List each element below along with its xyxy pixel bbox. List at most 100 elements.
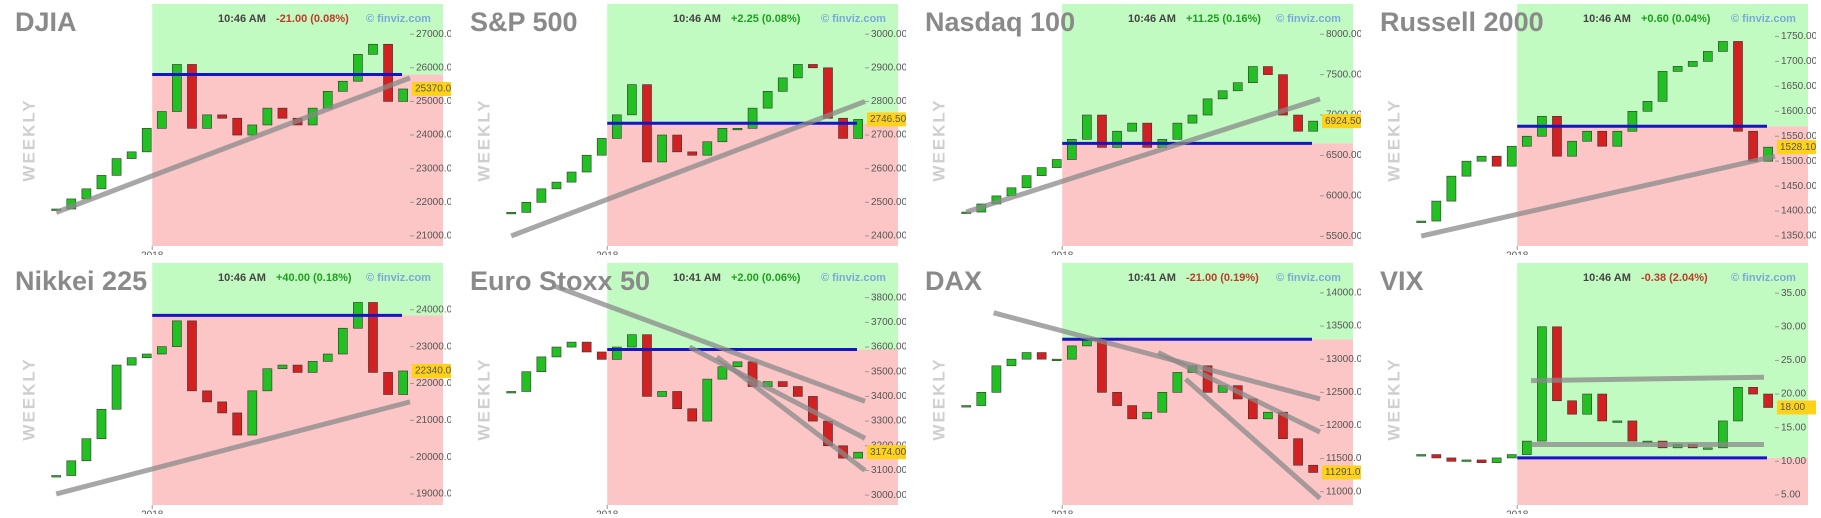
candle — [702, 141, 713, 156]
title: Nasdaq 100 — [925, 7, 1075, 37]
y-tick-label: 21000.0 — [416, 415, 453, 426]
candle — [627, 84, 637, 116]
y-tick-label: 22000.0 — [416, 197, 453, 208]
candle — [172, 320, 182, 347]
y-tick-label: 1600.00 — [1781, 106, 1818, 117]
candle — [1097, 114, 1107, 148]
candle — [1552, 115, 1562, 157]
candle — [976, 392, 987, 406]
y-tick-label: 24000.0 — [416, 130, 453, 141]
price-badge — [412, 363, 451, 378]
y-tick-label: 1650.00 — [1781, 81, 1818, 92]
candle — [536, 356, 547, 373]
y-tick-label: 3700.00 — [871, 317, 908, 328]
candle — [611, 346, 622, 360]
source: © finviz.com — [1276, 272, 1341, 284]
price-badge — [1777, 140, 1816, 155]
candle — [1112, 130, 1122, 148]
y-tick-label: 15.00 — [1781, 422, 1806, 433]
y-tick-label: 1350.00 — [1781, 231, 1818, 242]
candle — [1172, 122, 1183, 140]
y-tick-label: 1400.00 — [1781, 206, 1818, 217]
trend-line — [551, 282, 866, 404]
bullish-zone — [1062, 263, 1353, 340]
chart-label: WEEKLY — [474, 98, 493, 181]
change: -0.38 (2.04%) — [1641, 272, 1708, 284]
candle — [1567, 400, 1577, 415]
title: DJIA — [15, 7, 77, 37]
bearish-zone — [152, 315, 443, 505]
candle — [1748, 130, 1758, 162]
candle — [853, 119, 863, 139]
candle — [1627, 420, 1638, 442]
candle — [1127, 122, 1137, 132]
y-tick-label: 3500.00 — [871, 366, 908, 377]
candle — [1521, 135, 1532, 147]
candle — [1187, 114, 1198, 124]
candle — [1278, 74, 1288, 116]
y-tick-label: 1750.00 — [1781, 31, 1818, 42]
y-tick-label: 3400.00 — [871, 391, 908, 402]
candle — [1097, 338, 1107, 393]
candle — [1582, 130, 1592, 142]
candle — [398, 370, 408, 395]
candle — [1308, 464, 1318, 473]
source: © finviz.com — [821, 13, 886, 25]
candle — [536, 188, 547, 203]
candle — [672, 134, 682, 153]
candle — [1718, 420, 1728, 449]
price-badge — [867, 112, 906, 127]
candle — [172, 64, 182, 112]
candle — [732, 128, 743, 131]
time: 10:41 AM — [1128, 272, 1176, 284]
candle — [126, 151, 137, 159]
x-tick-label: 2018 — [141, 251, 164, 262]
candle — [792, 386, 803, 397]
candle — [217, 401, 227, 414]
y-tick-label: 10.00 — [1781, 456, 1806, 467]
candle — [823, 67, 833, 119]
candle — [1763, 393, 1773, 408]
candle — [398, 88, 408, 102]
candle — [1263, 411, 1273, 420]
panel: VIX WEEKLY 10:46 AM -0.38 (2.04%) © finviz.c… — [1380, 263, 1816, 514]
chart-label: WEEKLY — [19, 357, 38, 440]
trend-line — [510, 99, 866, 239]
trend-line — [55, 399, 411, 497]
title: Nikkei 225 — [15, 266, 147, 296]
y-tick-label: 12500.0 — [1326, 387, 1363, 398]
source: © finviz.com — [1731, 272, 1796, 284]
change: +2.00 (0.06%) — [731, 272, 801, 284]
time: 10:46 AM — [1583, 13, 1631, 25]
y-tick-label: 7500.00 — [1326, 69, 1363, 80]
candle — [1112, 392, 1122, 406]
y-tick-label: 3600.00 — [871, 342, 908, 353]
candle — [1687, 61, 1698, 67]
y-tick-label: 6000.00 — [1326, 191, 1363, 202]
candle — [96, 175, 107, 190]
candle — [1491, 155, 1502, 167]
y-tick-label: 1700.00 — [1781, 56, 1818, 67]
candle — [322, 353, 333, 362]
y-tick-label: 2500.00 — [871, 197, 908, 208]
candle — [1308, 120, 1318, 132]
x-tick-label: 2018 — [141, 510, 164, 518]
candle — [1702, 447, 1713, 450]
candle — [1082, 114, 1092, 140]
trend-line — [1420, 153, 1776, 239]
candle — [1293, 114, 1303, 132]
panel: Nasdaq 100 WEEKLY 10:46 AM +11.25 (0.16%) © … — [925, 4, 1363, 255]
candle — [1567, 140, 1577, 157]
candle — [262, 107, 273, 126]
candle — [672, 391, 682, 410]
candle — [1293, 438, 1303, 466]
trend-line — [1157, 350, 1322, 435]
y-tick-label: 3800.00 — [871, 292, 908, 303]
candle — [717, 128, 728, 143]
candle — [1431, 200, 1442, 222]
y-tick-label: 8000.00 — [1326, 29, 1363, 40]
candle — [1733, 387, 1743, 422]
candle — [1066, 138, 1077, 160]
x-tick-label: 2018 — [1506, 251, 1529, 262]
change: +11.25 (0.16%) — [1186, 13, 1261, 25]
